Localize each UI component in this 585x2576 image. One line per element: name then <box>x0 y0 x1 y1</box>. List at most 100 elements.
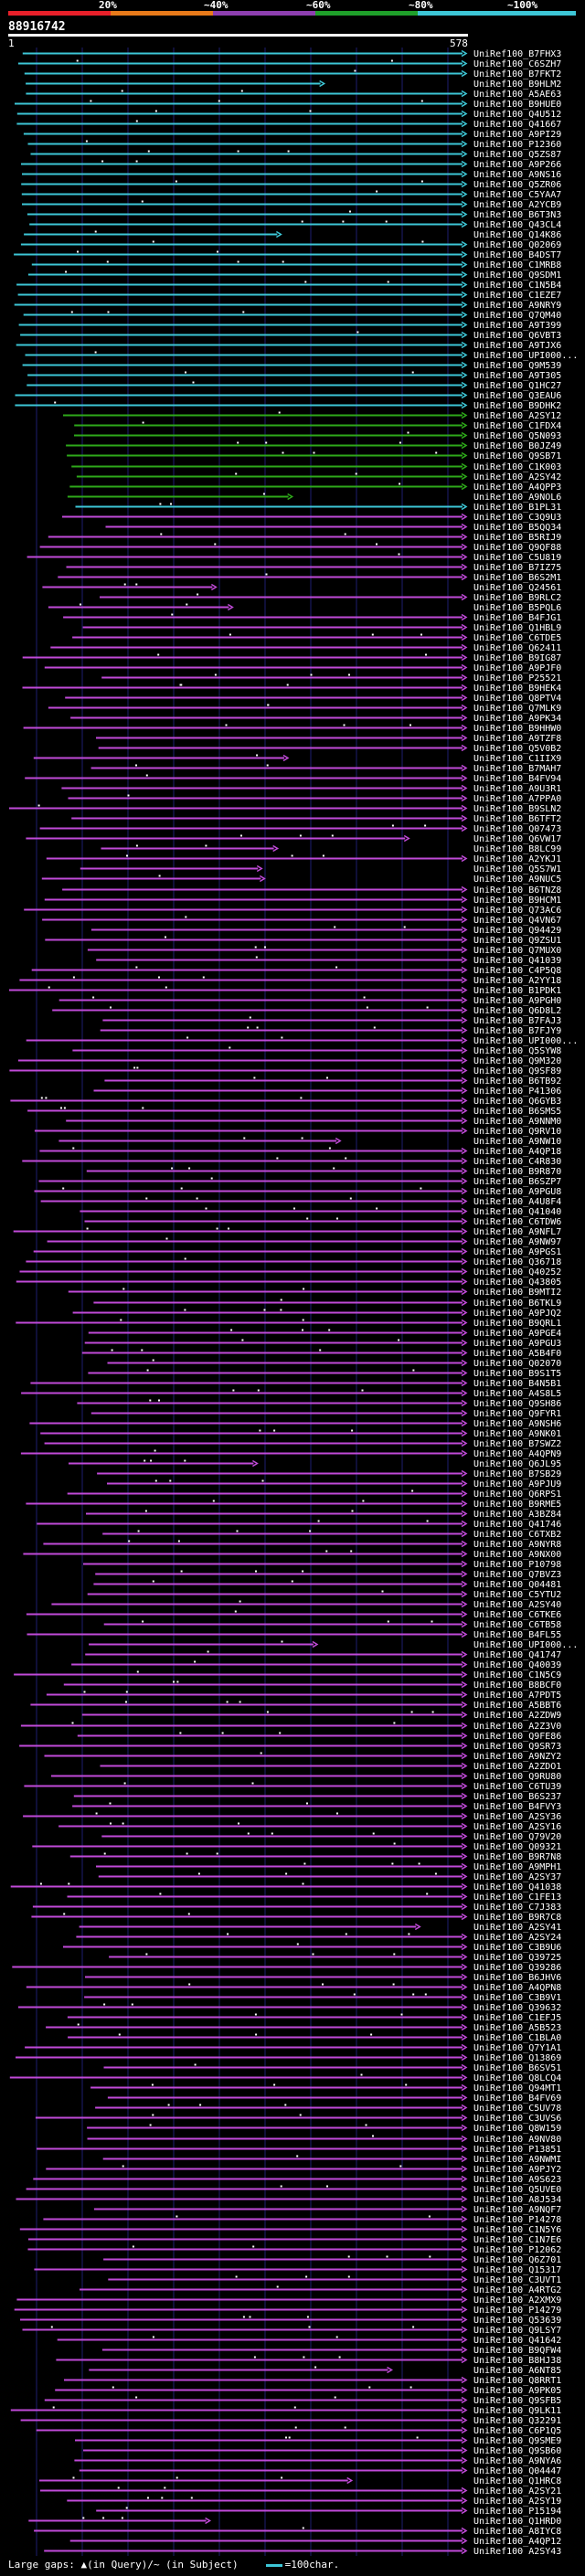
hit-row[interactable]: UniRef100_B9RLC2 <box>100 593 561 603</box>
hit-label[interactable]: UniRef100_B9HCM1 <box>473 896 561 906</box>
hit-row[interactable]: UniRef100_C4R830 <box>22 1157 561 1167</box>
hit-label[interactable]: UniRef100_B5QQ34 <box>473 523 561 533</box>
hit-label[interactable]: UniRef100_Q9M539 <box>473 361 561 371</box>
hit-label[interactable]: UniRef100_B7FJY9 <box>473 1026 561 1036</box>
hit-row[interactable]: UniRef100_A2SY40 <box>51 1600 561 1610</box>
hit-row[interactable]: UniRef100_B6TKL9 <box>93 1299 561 1309</box>
hit-row[interactable]: UniRef100_B6TB92 <box>104 1076 561 1087</box>
hit-label[interactable]: UniRef100_A2SY16 <box>473 1822 561 1832</box>
hit-row[interactable]: UniRef100_P25521 <box>101 673 561 684</box>
hit-label[interactable]: UniRef100_Q7Y1A1 <box>473 2043 561 2053</box>
hit-row[interactable]: UniRef100_Q9SH86 <box>77 1399 561 1409</box>
hit-row[interactable]: UniRef100_B6S2M1 <box>58 573 561 583</box>
hit-row[interactable]: UniRef100_A2SY21 <box>40 2486 561 2496</box>
hit-row[interactable]: UniRef100_A4QP18 <box>39 1147 561 1157</box>
hit-row[interactable]: UniRef100_A4RTG2 <box>80 2285 561 2295</box>
hit-row[interactable]: UniRef100_C3Q9U3 <box>62 513 561 523</box>
hit-row[interactable]: UniRef100_C1K003 <box>71 462 561 472</box>
hit-row[interactable]: UniRef100_Q39286 <box>12 1963 561 1973</box>
hit-row[interactable]: UniRef100_B1PL31 <box>75 503 562 513</box>
hit-label[interactable]: UniRef100_B4FJG1 <box>473 613 561 623</box>
hit-row[interactable]: UniRef100_B9DHK2 <box>15 401 561 411</box>
hit-label[interactable]: UniRef100_A9PGU3 <box>473 1339 561 1349</box>
hit-row[interactable]: UniRef100_Q41039 <box>96 956 561 966</box>
hit-row[interactable]: UniRef100_Q9SF89 <box>9 1066 561 1076</box>
hit-label[interactable]: UniRef100_Q6D8L2 <box>473 1006 561 1016</box>
hit-label[interactable]: UniRef100_B6TKL9 <box>473 1299 561 1309</box>
hit-label[interactable]: UniRef100_A9PGH0 <box>473 996 561 1006</box>
hit-row[interactable]: UniRef100_A8IYC8 <box>34 2527 561 2537</box>
hit-label[interactable]: UniRef100_Q4VN67 <box>473 916 561 926</box>
hit-label[interactable]: UniRef100_C3Q9U3 <box>473 513 561 523</box>
hit-row[interactable]: UniRef100_C6TXB2 <box>102 1530 561 1540</box>
hit-row[interactable]: UniRef100_A9NQF7 <box>93 2205 561 2215</box>
hit-label[interactable]: UniRef100_Q9RU80 <box>473 1772 561 1782</box>
hit-label[interactable]: UniRef100_UPI000... <box>473 351 578 361</box>
hit-row[interactable]: UniRef100_A9NYR8 <box>43 1540 561 1550</box>
hit-row[interactable]: UniRef100_UPI000... <box>26 1036 579 1046</box>
hit-label[interactable]: UniRef100_B7FAJ3 <box>473 1016 561 1026</box>
hit-label[interactable]: UniRef100_B7MAH7 <box>473 764 561 774</box>
hit-row[interactable]: UniRef100_C4P5Q8 <box>31 966 562 976</box>
hit-row[interactable]: UniRef100_A2YKJ1 <box>46 854 562 864</box>
hit-label[interactable]: UniRef100_A9NS16 <box>473 170 561 180</box>
hit-row[interactable]: UniRef100_A2SY24 <box>76 1933 561 1943</box>
hit-row[interactable]: UniRef100_B6SV51 <box>103 2063 562 2073</box>
hit-row[interactable]: UniRef100_Q40252 <box>19 1267 562 1277</box>
hit-label[interactable]: UniRef100_P41306 <box>473 1087 561 1097</box>
hit-label[interactable]: UniRef100_B4FL55 <box>473 1630 561 1640</box>
hit-row[interactable]: UniRef100_A2SY41 <box>79 1923 562 1933</box>
hit-label[interactable]: UniRef100_A9NZY2 <box>473 1752 561 1762</box>
hit-label[interactable]: UniRef100_C5YAA7 <box>473 190 561 200</box>
hit-label[interactable]: UniRef100_Q8W159 <box>473 2124 561 2134</box>
hit-label[interactable]: UniRef100_B5PQL6 <box>473 603 561 613</box>
hit-row[interactable]: UniRef100_B9MTI2 <box>68 1288 562 1298</box>
hit-row[interactable]: UniRef100_A5AE63 <box>26 90 561 100</box>
hit-row[interactable]: UniRef100_Q9RV10 <box>34 1127 561 1137</box>
hit-label[interactable]: UniRef100_A2ZDW9 <box>473 1711 561 1721</box>
hit-row[interactable]: UniRef100_Q9SB71 <box>67 451 561 461</box>
hit-row[interactable]: UniRef100_C1FDX4 <box>74 421 561 431</box>
hit-label[interactable]: UniRef100_B9R870 <box>473 1167 561 1177</box>
hit-row[interactable]: UniRef100_C1EFJ5 <box>67 2013 561 2023</box>
hit-label[interactable]: UniRef100_Q9FYR1 <box>473 1409 561 1419</box>
hit-row[interactable]: UniRef100_B9IG87 <box>22 653 562 663</box>
hit-row[interactable]: UniRef100_Q53639 <box>20 2316 561 2326</box>
hit-label[interactable]: UniRef100_C3UVT1 <box>473 2275 561 2285</box>
hit-label[interactable]: UniRef100_C6SZH7 <box>473 59 561 69</box>
hit-row[interactable]: UniRef100_Q9SFB5 <box>44 2396 562 2406</box>
hit-row[interactable]: UniRef100_Q94MT1 <box>90 2083 561 2094</box>
hit-label[interactable]: UniRef100_Q6RPS1 <box>473 1489 561 1500</box>
hit-row[interactable]: UniRef100_A2YCB9 <box>22 200 561 210</box>
hit-label[interactable]: UniRef100_Q73AC6 <box>473 906 561 916</box>
hit-row[interactable]: UniRef100_Q6RPS1 <box>67 1489 562 1500</box>
hit-label[interactable]: UniRef100_B9DHK2 <box>473 401 561 411</box>
hit-row[interactable]: UniRef100_B6JHV6 <box>85 1973 561 1983</box>
hit-label[interactable]: UniRef100_Q5V0B2 <box>473 744 561 754</box>
hit-label[interactable]: UniRef100_A4QPP3 <box>473 482 561 493</box>
hit-label[interactable]: UniRef100_Q8PTV4 <box>473 694 561 704</box>
hit-row[interactable]: UniRef100_Q6Z701 <box>103 2255 561 2265</box>
hit-label[interactable]: UniRef100_B9S1T5 <box>473 1369 561 1379</box>
hit-row[interactable]: UniRef100_Q14K86 <box>24 230 561 240</box>
hit-label[interactable]: UniRef100_B4FV69 <box>473 2094 561 2104</box>
hit-label[interactable]: UniRef100_B8LC99 <box>473 844 561 854</box>
hit-label[interactable]: UniRef100_Q15317 <box>473 2265 561 2275</box>
hit-label[interactable]: UniRef100_A9PGE4 <box>473 1329 561 1339</box>
hit-label[interactable]: UniRef100_B9SLN2 <box>473 804 561 814</box>
hit-row[interactable]: UniRef100_Q6D8L2 <box>52 1006 561 1016</box>
hit-label[interactable]: UniRef100_Q02069 <box>473 240 561 250</box>
hit-label[interactable]: UniRef100_A9NSH6 <box>473 1419 561 1429</box>
hit-label[interactable]: UniRef100_Q8RRT1 <box>473 2376 561 2386</box>
hit-row[interactable]: UniRef100_B4DST7 <box>14 250 561 260</box>
hit-label[interactable]: UniRef100_A9NYA6 <box>473 2456 561 2466</box>
hit-row[interactable]: UniRef100_Q24561 <box>42 583 561 593</box>
hit-row[interactable]: UniRef100_B7FHX3 <box>22 49 562 59</box>
hit-label[interactable]: UniRef100_Q94MT1 <box>473 2083 561 2094</box>
hit-label[interactable]: UniRef100_B6S2M1 <box>473 573 561 583</box>
hit-label[interactable]: UniRef100_A9U3R1 <box>473 784 561 794</box>
hit-label[interactable]: UniRef100_Q7BVZ3 <box>473 1570 561 1580</box>
hit-row[interactable]: UniRef100_Q62411 <box>50 643 561 653</box>
hit-row[interactable]: UniRef100_C6P1Q5 <box>36 2426 562 2436</box>
hit-label[interactable]: UniRef100_Q13869 <box>473 2053 561 2063</box>
